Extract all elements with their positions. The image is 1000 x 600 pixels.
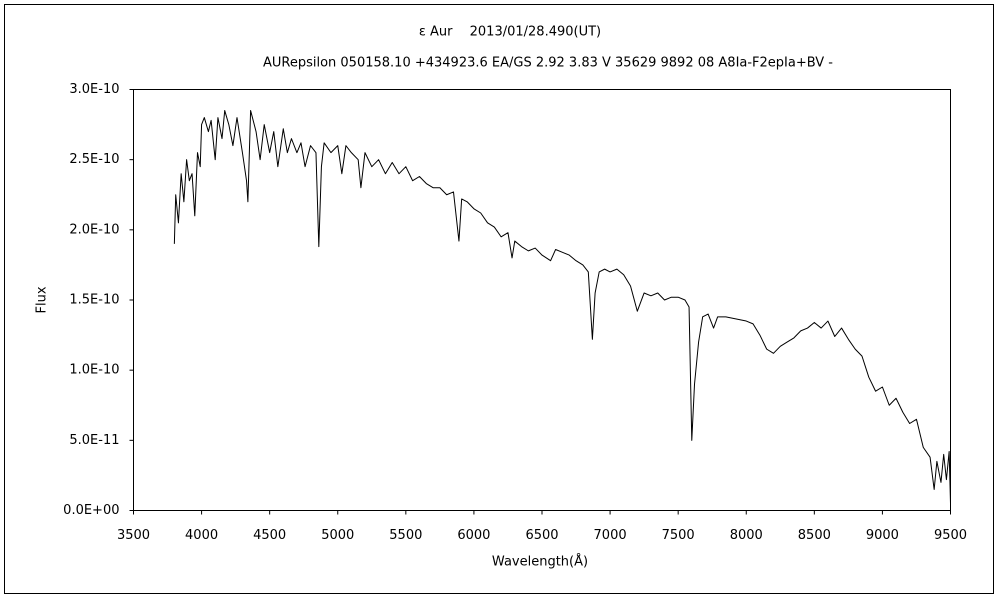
x-tick-label: 9000 bbox=[866, 528, 899, 543]
y-tick-label: 5.0E-11 bbox=[69, 433, 119, 448]
x-tick-label: 4500 bbox=[253, 528, 286, 543]
y-tick-label: 1.0E-10 bbox=[69, 363, 119, 378]
x-tick-label: 5000 bbox=[321, 528, 354, 543]
x-tick-label: 5500 bbox=[389, 528, 422, 543]
plot-area bbox=[133, 89, 951, 511]
x-tick-label: 8500 bbox=[798, 528, 831, 543]
y-axis-label: Flux bbox=[35, 286, 50, 313]
chart-subtitle: AURepsilon 050158.10 +434923.6 EA/GS 2.9… bbox=[263, 56, 833, 71]
y-tick-label: 2.5E-10 bbox=[69, 152, 119, 167]
x-tick-label: 6500 bbox=[525, 528, 558, 543]
x-axis-label: Wavelength(Å) bbox=[492, 554, 588, 570]
y-tick-label: 1.5E-10 bbox=[69, 293, 119, 308]
x-tick-label: 8000 bbox=[730, 528, 763, 543]
x-tick-label: 4000 bbox=[185, 528, 218, 543]
x-tick-label: 9500 bbox=[934, 528, 967, 543]
x-tick-label: 3500 bbox=[117, 528, 150, 543]
y-tick-label: 3.0E-10 bbox=[69, 82, 119, 97]
x-tick-label: 7500 bbox=[662, 528, 695, 543]
y-tick-label: 2.0E-10 bbox=[69, 222, 119, 237]
chart-title: ε Aur 2013/01/28.490(UT) bbox=[419, 25, 601, 40]
x-tick-label: 6000 bbox=[457, 528, 490, 543]
spectrum-line bbox=[173, 110, 951, 504]
x-tick-label: 7000 bbox=[594, 528, 627, 543]
y-tick-label: 0.0E+00 bbox=[63, 503, 119, 518]
